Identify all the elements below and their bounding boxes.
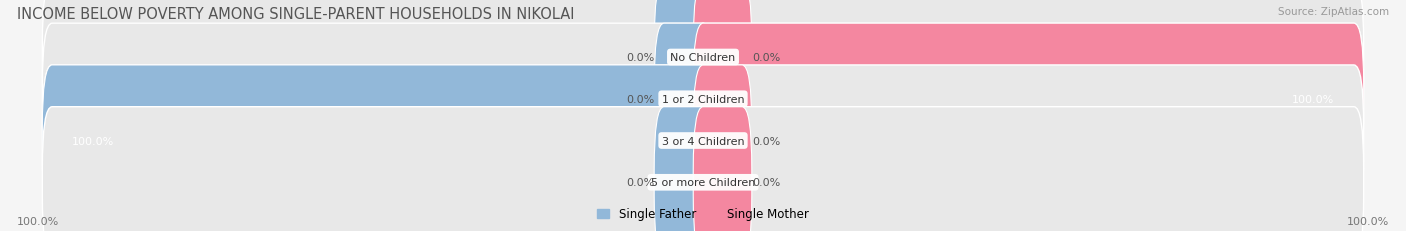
Text: 100.0%: 100.0% [1347, 216, 1389, 226]
FancyBboxPatch shape [42, 24, 713, 175]
FancyBboxPatch shape [693, 0, 1364, 133]
FancyBboxPatch shape [693, 107, 752, 231]
FancyBboxPatch shape [654, 0, 713, 133]
FancyBboxPatch shape [42, 66, 713, 216]
Text: 0.0%: 0.0% [752, 177, 780, 188]
Text: 0.0%: 0.0% [752, 53, 780, 63]
Text: 0.0%: 0.0% [626, 53, 654, 63]
FancyBboxPatch shape [693, 0, 752, 133]
FancyBboxPatch shape [42, 66, 713, 216]
Text: 0.0%: 0.0% [752, 136, 780, 146]
FancyBboxPatch shape [693, 24, 1364, 175]
Text: 0.0%: 0.0% [626, 94, 654, 104]
Text: 100.0%: 100.0% [1292, 94, 1334, 104]
Text: 1 or 2 Children: 1 or 2 Children [662, 94, 744, 104]
Legend: Single Father, Single Mother: Single Father, Single Mother [593, 203, 813, 225]
Text: 5 or more Children: 5 or more Children [651, 177, 755, 188]
FancyBboxPatch shape [693, 24, 1364, 175]
Text: 100.0%: 100.0% [17, 216, 59, 226]
Text: 3 or 4 Children: 3 or 4 Children [662, 136, 744, 146]
FancyBboxPatch shape [42, 107, 713, 231]
Text: INCOME BELOW POVERTY AMONG SINGLE-PARENT HOUSEHOLDS IN NIKOLAI: INCOME BELOW POVERTY AMONG SINGLE-PARENT… [17, 7, 575, 22]
Text: No Children: No Children [671, 53, 735, 63]
Text: Source: ZipAtlas.com: Source: ZipAtlas.com [1278, 7, 1389, 17]
Text: 0.0%: 0.0% [626, 177, 654, 188]
FancyBboxPatch shape [693, 66, 752, 216]
Text: 100.0%: 100.0% [72, 136, 114, 146]
FancyBboxPatch shape [654, 107, 713, 231]
FancyBboxPatch shape [42, 0, 713, 133]
FancyBboxPatch shape [693, 107, 1364, 231]
FancyBboxPatch shape [654, 24, 713, 175]
FancyBboxPatch shape [693, 66, 1364, 216]
